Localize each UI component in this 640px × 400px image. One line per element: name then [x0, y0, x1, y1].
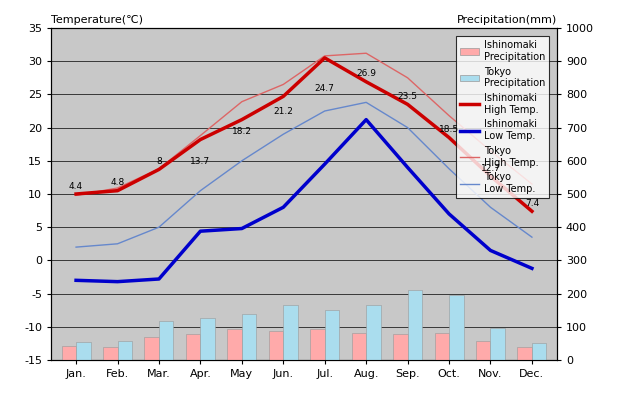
- Bar: [476, 341, 490, 360]
- Bar: [103, 347, 118, 360]
- Bar: [61, 346, 76, 360]
- Text: Temperature(℃): Temperature(℃): [51, 15, 143, 25]
- Bar: [310, 329, 324, 360]
- Bar: [118, 341, 132, 360]
- Bar: [393, 334, 408, 360]
- Bar: [159, 321, 173, 360]
- Bar: [76, 342, 91, 360]
- Bar: [408, 290, 422, 360]
- Bar: [435, 333, 449, 360]
- Text: 13.7: 13.7: [190, 157, 211, 166]
- Bar: [366, 305, 381, 360]
- Bar: [449, 295, 463, 360]
- Text: 23.5: 23.5: [397, 92, 418, 101]
- Legend: Ishinomaki
Precipitation, Tokyo
Precipitation, Ishinomaki
High Temp., Ishinomaki: Ishinomaki Precipitation, Tokyo Precipit…: [456, 36, 549, 198]
- Bar: [324, 310, 339, 360]
- Text: 18.5: 18.5: [439, 125, 459, 134]
- Bar: [351, 333, 366, 360]
- Text: 24.7: 24.7: [315, 84, 335, 93]
- Bar: [242, 314, 257, 360]
- Bar: [227, 330, 242, 360]
- Bar: [532, 343, 547, 360]
- Bar: [269, 331, 284, 360]
- Text: 7.4: 7.4: [525, 199, 539, 208]
- Text: 4.4: 4.4: [69, 182, 83, 191]
- Text: 18.2: 18.2: [232, 127, 252, 136]
- Bar: [517, 347, 532, 360]
- Text: 8: 8: [156, 157, 162, 166]
- Bar: [186, 334, 200, 360]
- Bar: [200, 318, 215, 360]
- Text: 21.2: 21.2: [273, 107, 293, 116]
- Text: 26.9: 26.9: [356, 70, 376, 78]
- Bar: [490, 328, 505, 360]
- Text: Precipitation(mm): Precipitation(mm): [456, 15, 557, 25]
- Text: 4.8: 4.8: [110, 178, 125, 187]
- Bar: [145, 338, 159, 360]
- Text: 12.7: 12.7: [481, 164, 500, 173]
- Bar: [284, 305, 298, 360]
